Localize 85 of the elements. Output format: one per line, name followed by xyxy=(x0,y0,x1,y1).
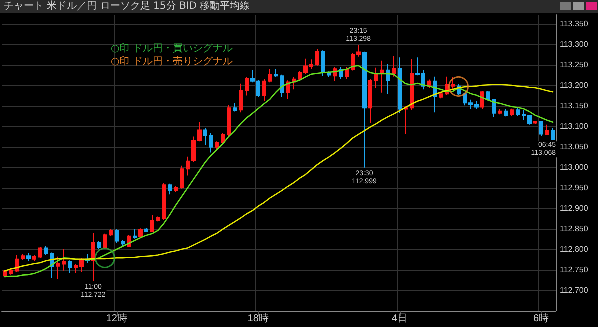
candlestick xyxy=(398,57,402,114)
candlestick xyxy=(374,67,378,88)
candlestick xyxy=(545,124,549,136)
candlestick xyxy=(162,183,166,220)
candlestick xyxy=(551,128,555,140)
y-tick-label: 113.300 xyxy=(560,40,589,50)
candlestick xyxy=(21,254,25,261)
candlestick xyxy=(410,58,414,111)
candlestick xyxy=(91,232,95,282)
text: ○印 ドル円・買いシグナル xyxy=(111,42,233,54)
candlestick xyxy=(315,48,319,66)
candlestick xyxy=(38,246,42,259)
candlestick xyxy=(168,183,172,196)
candlestick xyxy=(68,260,72,274)
candlestick xyxy=(280,74,284,98)
candlestick xyxy=(510,108,514,117)
candlestick xyxy=(362,51,367,168)
chart-title: チャート 米ドル／円 ローソク足 15分 BID 移動平均線 xyxy=(4,0,250,13)
y-tick-label: 113.200 xyxy=(560,81,589,90)
candlestick xyxy=(504,108,508,118)
candlestick xyxy=(156,216,160,222)
candlestick xyxy=(26,252,31,262)
y-tick-label: 112.950 xyxy=(560,184,589,193)
candlestick xyxy=(392,55,396,78)
candlestick xyxy=(150,214,154,233)
candlestick xyxy=(451,76,455,90)
candlestick xyxy=(209,132,213,154)
candlestick xyxy=(327,71,331,78)
y-tick-label: 112.800 xyxy=(560,245,589,254)
candlestick xyxy=(321,50,325,77)
candlestick xyxy=(215,141,219,150)
x-tick-label: 4日 xyxy=(392,314,408,324)
candlestick xyxy=(44,246,48,256)
candlestick xyxy=(239,83,243,114)
y-tick-label: 112.700 xyxy=(560,286,589,295)
candlestick xyxy=(144,228,148,233)
y-tick-label: 113.100 xyxy=(560,122,589,132)
candlestick xyxy=(539,121,543,136)
y-tick-label: 113.250 xyxy=(560,60,589,70)
candlestick xyxy=(386,64,390,95)
y-tick-label: 113.000 xyxy=(560,163,589,172)
candlestick xyxy=(203,128,207,146)
x-tick-label: 6時 xyxy=(533,312,550,324)
candlestick xyxy=(245,76,249,96)
candlestick xyxy=(109,228,113,236)
candlestick xyxy=(439,92,443,100)
candlestick xyxy=(221,132,225,144)
candlestick xyxy=(368,78,372,124)
candlestick xyxy=(404,106,408,135)
candlestick xyxy=(498,108,502,116)
y-tick-label: 112.850 xyxy=(560,224,589,234)
candlestick xyxy=(516,108,520,117)
candlestick xyxy=(533,120,537,125)
candlestick xyxy=(380,60,384,94)
candlestick xyxy=(233,102,237,112)
candlestick xyxy=(274,69,278,78)
candlestick xyxy=(133,228,137,240)
candlestick xyxy=(262,78,266,102)
candlestick xyxy=(97,240,101,250)
y-tick-label: 113.050 xyxy=(560,142,589,152)
y-tick-label: 112.750 xyxy=(560,266,589,275)
candlestick xyxy=(227,104,231,136)
candlestick xyxy=(486,90,490,102)
candlestick xyxy=(62,249,66,272)
candlestick xyxy=(492,98,496,118)
candlestick xyxy=(186,156,190,176)
y-tick-label: 113.350 xyxy=(560,20,589,29)
candlestick xyxy=(9,268,13,276)
y-tick-label: 113.150 xyxy=(560,102,589,111)
candlestick xyxy=(121,240,125,247)
candlestick xyxy=(56,256,60,280)
candlestick xyxy=(115,228,119,244)
x-tick-label: 12時 xyxy=(106,312,128,324)
candlestick xyxy=(345,66,349,80)
candlestick xyxy=(174,185,178,193)
candlestick xyxy=(32,254,36,262)
candlestick xyxy=(103,233,107,250)
candlestick xyxy=(180,165,184,190)
y-tick-label: 112.900 xyxy=(560,204,589,214)
candlestick xyxy=(268,69,272,84)
candlestick xyxy=(15,254,19,273)
candlestick xyxy=(480,90,484,110)
candlestick xyxy=(138,228,143,238)
x-tick-label: 18時 xyxy=(248,312,269,324)
text: ○印 ドル円・売りシグナル xyxy=(111,56,233,68)
